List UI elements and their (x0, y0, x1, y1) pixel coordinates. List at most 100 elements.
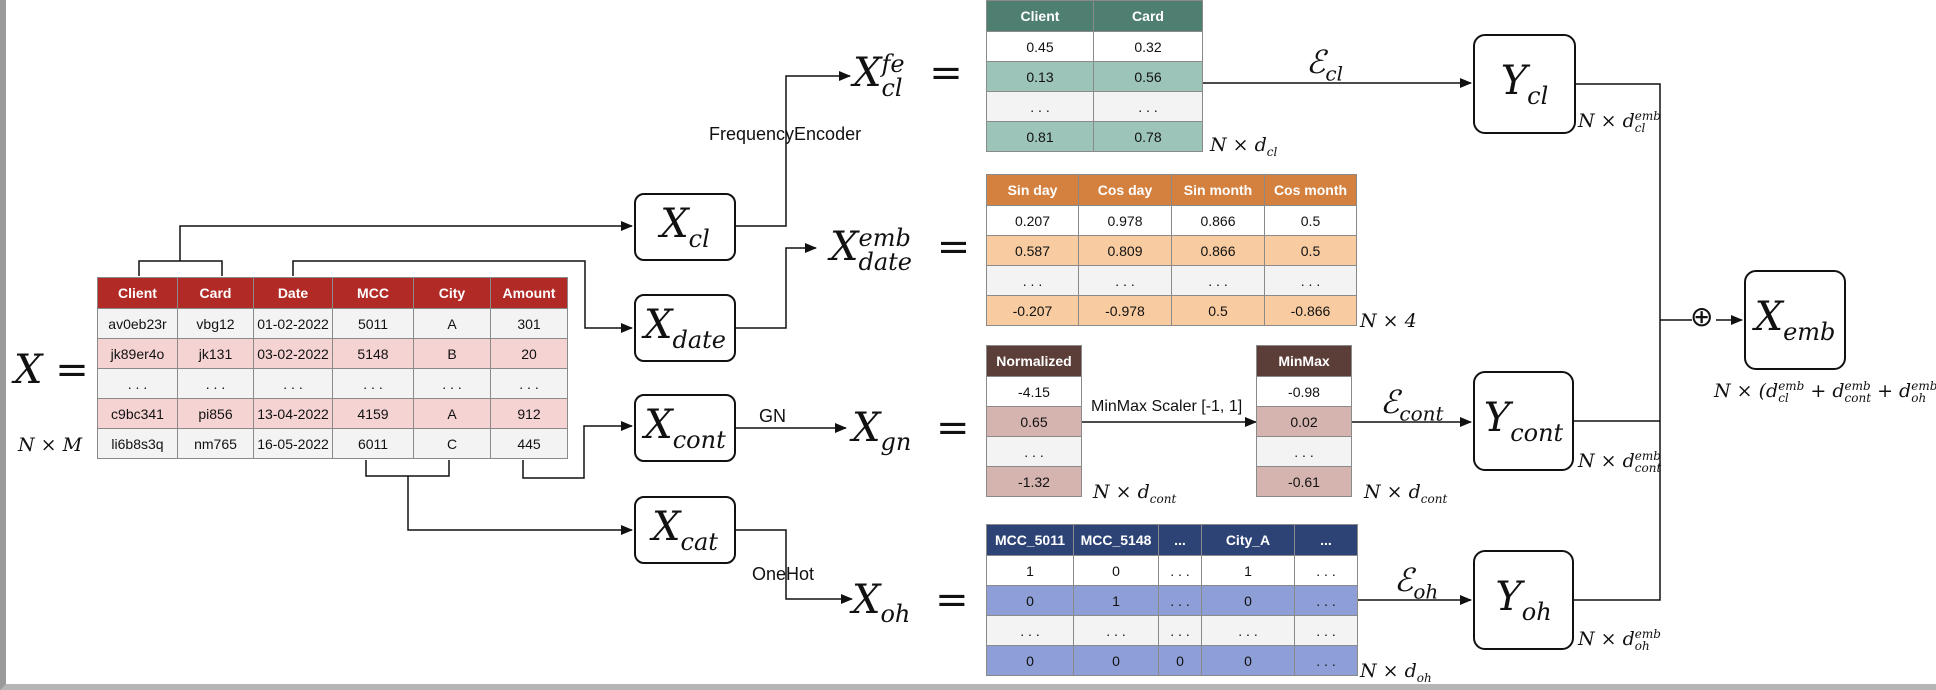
table-cell: 0.45 (986, 31, 1094, 62)
column-header: Sin day (986, 174, 1079, 206)
column-header: City (413, 277, 491, 309)
table-row: . . .. . .. . .. . .. . .. . . (97, 368, 568, 399)
edge-xcl-to-fe (736, 71, 851, 227)
table-cell: . . . (177, 368, 254, 399)
column-header: ... (1294, 524, 1358, 556)
table-row: -0.207 -0.978 0.5 -0.866 (986, 295, 1357, 326)
y-oh-dims: N × d emb oh (1578, 627, 1661, 653)
y-cont-dims: N × d emb cont (1578, 449, 1662, 475)
table-cell: c9bc341 (97, 398, 178, 429)
column-header: Card (177, 277, 254, 309)
oh-dims: N × doh (1360, 660, 1432, 685)
table-cell: . . . (1158, 615, 1202, 646)
table-cell: 16-05-2022 (253, 428, 333, 459)
table-cell: 0.866 (1171, 205, 1265, 236)
table-cell: -0.98 (1256, 376, 1352, 407)
header-row: Client Card (986, 0, 1203, 32)
table-row: av0eb23r vbg12 01-02-2022 5011 A 301 (97, 308, 568, 339)
edge-xcat-to-oh (736, 529, 853, 604)
table-cell: . . . (253, 368, 333, 399)
edge-amount-to-xcont (522, 421, 633, 479)
header-row: Normalized (986, 345, 1082, 377)
table-cell: 5011 (332, 308, 414, 339)
table-cell: nm765 (177, 428, 254, 459)
column-header: Normalized (986, 345, 1082, 377)
edge-mcc-city-to-xcat (365, 460, 632, 530)
column-header: Date (253, 277, 333, 309)
column-header: MCC_5148 (1073, 524, 1159, 556)
table-cell: 0 (1073, 645, 1159, 676)
input-table: Client Card Date MCC City Amount av0eb23r vbg12… (97, 277, 568, 459)
header-row: Sin day Cos day Sin month Cos month (986, 174, 1357, 206)
table-cell: 6011 (332, 428, 414, 459)
table-cell: 301 (490, 308, 568, 339)
table-row: jk89er4o jk131 03-02-2022 5148 B 20 (97, 338, 568, 369)
table-row: 0.45 0.32 (986, 31, 1203, 62)
eps-cont: ℰcont (1380, 383, 1444, 426)
node-x-emb: Xemb (1744, 270, 1846, 370)
table-cell: 0 (986, 585, 1074, 616)
minmax-table: MinMax -0.98 0.02. . . -0.61 (1256, 345, 1352, 497)
table-cell: A (413, 398, 491, 429)
node-x-cl: Xcl (634, 193, 736, 261)
table-cell: 0 (1201, 585, 1295, 616)
table-cell: . . . (1158, 555, 1202, 586)
table-row: c9bc341 pi856 13-04-2022 4159 A 912 (97, 398, 568, 429)
table-cell: 0.65 (986, 406, 1082, 437)
table-cell: 0 (986, 645, 1074, 676)
table-cell: . . . (1093, 91, 1203, 122)
node-x-cont: Xcont (634, 394, 736, 462)
column-header: Cos month (1264, 174, 1357, 206)
header-row: MinMax (1256, 345, 1352, 377)
table-cell: 1 (1073, 585, 1159, 616)
edge-xdate-to-emb (736, 243, 817, 329)
table-cell: 0 (1201, 645, 1295, 676)
fe-dims: N × dcl (1210, 134, 1278, 159)
table-cell: 0.81 (986, 121, 1094, 152)
table-cell: 0.5 (1264, 235, 1357, 266)
table-row: 0.587 0.809 0.866 0.5 (986, 235, 1357, 266)
eps-cl: ℰcl (1306, 43, 1343, 86)
date-dims: N × 4 (1360, 310, 1417, 332)
fe-table: Client Card 0.45 0.32 0.13 0.56. . .. . . 0.81… (986, 0, 1203, 152)
table-row: 0.65 (986, 406, 1082, 437)
table-cell: . . . (1256, 436, 1352, 467)
edge-client-card-to-xcl (138, 226, 632, 276)
table-cell: . . . (1264, 265, 1357, 296)
table-cell: 0.5 (1171, 295, 1265, 326)
table-cell: . . . (1158, 585, 1202, 616)
table-cell: B (413, 338, 491, 369)
table-cell: 5148 (332, 338, 414, 369)
table-row: 0.207 0.978 0.866 0.5 (986, 205, 1357, 236)
table-cell: . . . (986, 436, 1082, 467)
table-row: . . . (986, 436, 1082, 467)
column-header: Sin month (1171, 174, 1265, 206)
table-cell: . . . (490, 368, 568, 399)
table-cell: 0.5 (1264, 205, 1357, 236)
table-cell: -0.61 (1256, 466, 1352, 497)
minmax-dims: N × dcont (1364, 481, 1448, 506)
table-cell: . . . (1171, 265, 1265, 296)
table-cell: av0eb23r (97, 308, 178, 339)
table-cell: -0.207 (986, 295, 1079, 326)
y-cl-dims: N × d emb cl (1578, 109, 1661, 135)
label-frequency-encoder: FrequencyEncoder (709, 124, 862, 144)
table-cell: . . . (1294, 645, 1358, 676)
table-cell: 0.587 (986, 235, 1079, 266)
table-cell: . . . (1294, 555, 1358, 586)
table-cell: 0 (1158, 645, 1202, 676)
table-cell: . . . (97, 368, 178, 399)
column-header: MCC_5011 (986, 524, 1074, 556)
table-row: . . .. . . (986, 91, 1203, 122)
eq-x-gn: Xgn = (852, 405, 970, 456)
table-cell: 20 (490, 338, 568, 369)
node-y-cont: Ycont (1473, 371, 1574, 471)
table-cell: 0.207 (986, 205, 1079, 236)
normalized-table: Normalized -4.15 0.65. . . -1.32 (986, 345, 1082, 497)
table-cell: 03-02-2022 (253, 338, 333, 369)
